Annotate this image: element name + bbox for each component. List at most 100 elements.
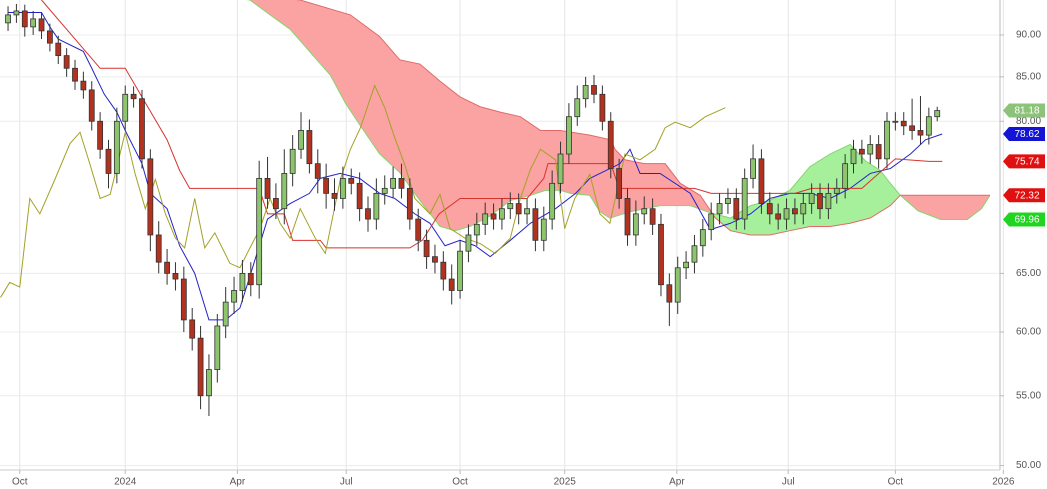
candle-body bbox=[858, 148, 865, 155]
candle-body bbox=[415, 218, 422, 241]
candle-body bbox=[766, 203, 773, 215]
candle-body bbox=[632, 213, 639, 236]
y-tick-label: 90.00 bbox=[1016, 30, 1041, 41]
candle-body bbox=[842, 163, 849, 189]
candle-body bbox=[909, 125, 916, 131]
candle-body bbox=[465, 234, 472, 252]
candle-body bbox=[256, 177, 263, 286]
candle-body bbox=[524, 208, 530, 215]
y-tick-label: 55.00 bbox=[1016, 390, 1041, 401]
candle-body bbox=[473, 223, 480, 236]
candle-body bbox=[775, 213, 782, 220]
candle-body bbox=[172, 272, 179, 280]
candle-body bbox=[197, 337, 204, 397]
value-badge-label: 75.74 bbox=[1014, 156, 1039, 167]
candle-body bbox=[490, 213, 497, 220]
span-b-line bbox=[295, 0, 990, 236]
candle-body bbox=[917, 130, 924, 136]
candle-body bbox=[406, 187, 413, 220]
candle-body bbox=[616, 168, 623, 199]
candle-body bbox=[113, 120, 120, 174]
value-badge-label: 81.18 bbox=[1014, 106, 1039, 117]
candle-body bbox=[72, 67, 78, 82]
candle-body bbox=[381, 187, 388, 194]
candle-body bbox=[733, 198, 740, 220]
candle-body bbox=[5, 14, 11, 24]
candle-body bbox=[30, 18, 37, 28]
candle-body bbox=[599, 93, 606, 122]
candle-body bbox=[214, 325, 221, 370]
candle-body bbox=[247, 272, 254, 286]
candle-body bbox=[716, 203, 723, 215]
candle-body bbox=[792, 208, 798, 215]
candle-body bbox=[289, 148, 296, 174]
candle-body bbox=[432, 256, 438, 263]
candle-body bbox=[565, 116, 572, 155]
x-tick-label: Oct bbox=[888, 477, 904, 488]
candle-body bbox=[281, 173, 288, 210]
candle-body bbox=[348, 177, 355, 184]
candle-body bbox=[105, 148, 112, 174]
candle-body bbox=[892, 120, 899, 123]
candle-body bbox=[180, 278, 187, 321]
value-badge bbox=[1003, 154, 1045, 169]
candle-body bbox=[21, 10, 28, 28]
candle-body bbox=[875, 144, 882, 160]
candle-body bbox=[641, 208, 648, 215]
value-badge-label: 72.32 bbox=[1014, 190, 1039, 201]
candle-body bbox=[13, 10, 20, 16]
candle-body bbox=[189, 319, 196, 339]
candle-body bbox=[934, 110, 941, 118]
candle-body bbox=[817, 192, 823, 210]
candle-body bbox=[750, 158, 756, 179]
candle-body bbox=[239, 272, 246, 291]
candle-body bbox=[867, 144, 874, 155]
candle-body bbox=[264, 177, 271, 199]
candle-body bbox=[130, 93, 137, 100]
candle-body bbox=[532, 208, 539, 241]
candle-body bbox=[691, 245, 698, 263]
candle-body bbox=[482, 213, 489, 225]
value-badge bbox=[1003, 103, 1045, 118]
candle-body bbox=[147, 158, 154, 236]
grid bbox=[0, 0, 1004, 470]
candle-body bbox=[607, 120, 614, 169]
candle-body bbox=[699, 229, 706, 247]
value-badge bbox=[1003, 188, 1045, 203]
candle-body bbox=[314, 163, 321, 179]
x-tick-label: Apr bbox=[230, 477, 246, 488]
candle-body bbox=[666, 284, 673, 303]
candle-body bbox=[55, 42, 62, 57]
candle-body bbox=[339, 177, 346, 199]
candle-body bbox=[80, 80, 87, 91]
candle-body bbox=[499, 208, 505, 220]
candle-body bbox=[540, 218, 547, 241]
candle-body bbox=[507, 203, 514, 210]
candle-body bbox=[273, 198, 279, 210]
candle-body bbox=[331, 192, 338, 199]
candle-body bbox=[800, 203, 807, 215]
candle-body bbox=[658, 223, 664, 286]
value-badge bbox=[1003, 212, 1045, 227]
candle-body bbox=[398, 177, 405, 189]
x-tick-label: Jul bbox=[782, 477, 795, 488]
x-tick-label: 2024 bbox=[114, 477, 137, 488]
value-badge bbox=[1003, 127, 1045, 142]
y-tick-label: 65.00 bbox=[1016, 268, 1041, 279]
y-tick-label: 50.00 bbox=[1016, 460, 1041, 471]
candle-body bbox=[38, 18, 45, 32]
candle-body bbox=[206, 369, 212, 397]
candle-body bbox=[457, 250, 463, 291]
candle-body bbox=[423, 239, 430, 258]
candle-body bbox=[373, 192, 380, 220]
candle-body bbox=[582, 85, 589, 100]
x-tick-label: Apr bbox=[669, 477, 685, 488]
candle-body bbox=[306, 130, 313, 165]
candle-body bbox=[97, 120, 104, 150]
candle-body bbox=[164, 261, 170, 274]
candle-body bbox=[231, 290, 237, 303]
x-tick-label: 2025 bbox=[554, 477, 577, 488]
candle-body bbox=[122, 93, 129, 122]
